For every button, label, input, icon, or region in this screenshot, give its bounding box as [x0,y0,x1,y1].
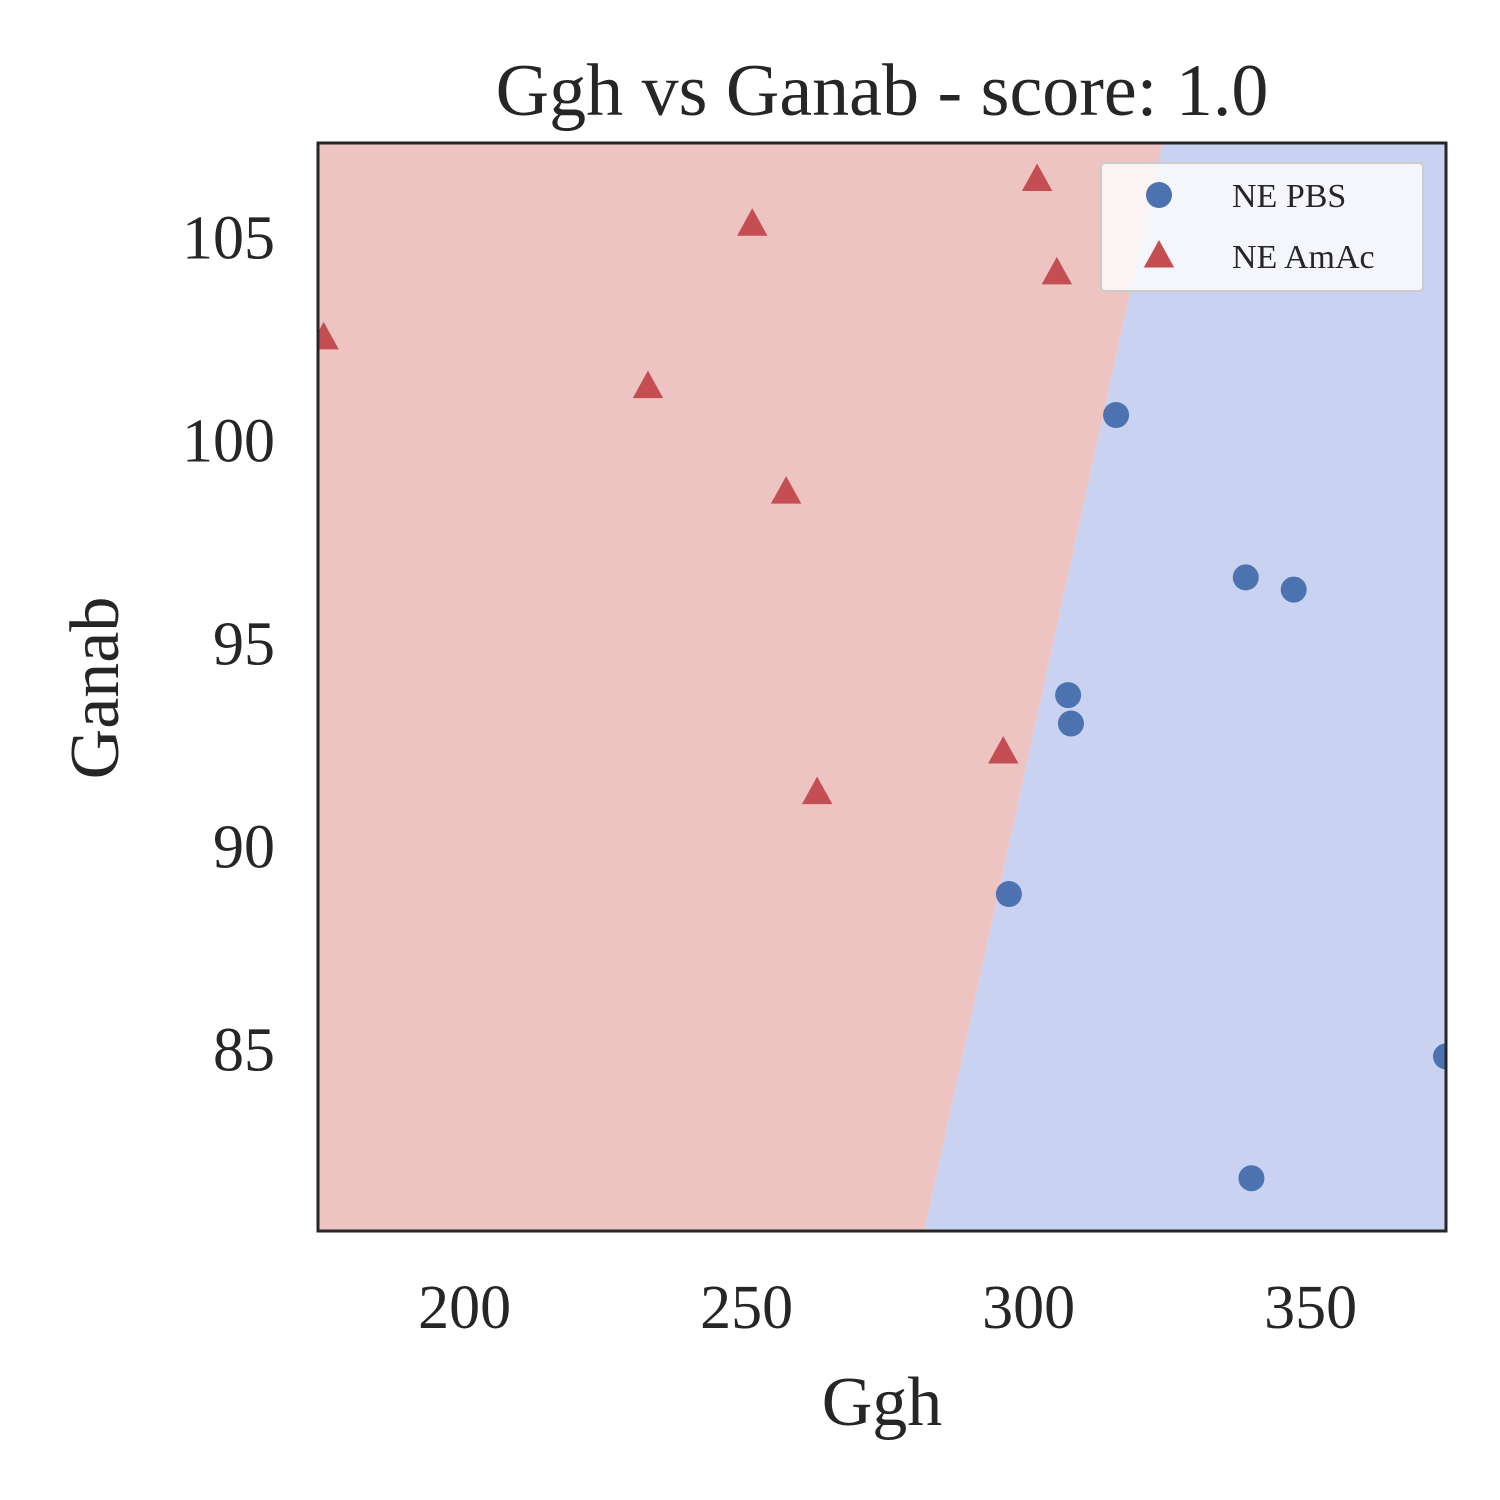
point-ne-pbs-1 [1103,402,1130,428]
legend-label-ne-amac: NE AmAc [1232,239,1375,276]
y-tick-label-100: 100 [182,407,275,475]
x-tick-label-200: 200 [418,1274,511,1342]
plot-frame [316,141,1448,1233]
y-tick-label-85: 85 [213,1016,275,1084]
point-ne-amac-7 [988,735,1019,764]
x-tick-label-250: 250 [700,1274,793,1342]
point-ne-pbs-4 [1055,682,1082,709]
y-tick-label-95: 95 [213,610,275,678]
chart-title: Ggh vs Ganab - score: 1.0 [496,50,1269,132]
y-tick-label-90: 90 [213,813,275,881]
point-ne-pbs-3 [1280,576,1307,603]
point-ne-pbs-6 [995,881,1022,908]
point-ne-amac-8 [801,776,833,805]
legend-marker-ne-amac [1143,240,1175,268]
y-axis-ticks: 85 90 95 100 105 [182,204,275,1084]
x-tick-label-350: 350 [1264,1274,1357,1342]
point-ne-pbs-5 [1057,710,1084,737]
point-ne-amac-6 [770,476,802,504]
legend-markers [1143,182,1175,268]
x-tick-label-300: 300 [982,1274,1075,1342]
point-ne-pbs-8 [1238,1165,1265,1192]
region-ne-pbs [924,143,1446,1231]
decision-regions [318,143,1446,1231]
y-tick-label-105: 105 [182,204,275,272]
point-ne-pbs-7 [1433,1043,1446,1070]
point-ne-amac-2 [737,208,768,236]
point-ne-amac-4 [318,321,339,350]
legend-marker-ne-pbs [1146,182,1172,208]
legend-box [1100,162,1424,292]
legend-label-ne-pbs: NE PBS [1232,178,1346,215]
point-ne-amac-3 [1041,256,1073,285]
point-ne-amac-5 [632,370,664,399]
point-ne-amac-1 [1021,163,1053,192]
region-ne-amac [318,143,1163,1231]
legend: NE PBS NE AmAc [1100,162,1424,292]
point-ne-pbs-2 [1232,564,1259,591]
data-points [318,163,1446,1192]
y-axis-label: Ganab [57,597,134,780]
x-axis-label: Ggh [822,1364,943,1441]
x-axis-ticks: 200 250 300 350 [418,1274,1357,1342]
